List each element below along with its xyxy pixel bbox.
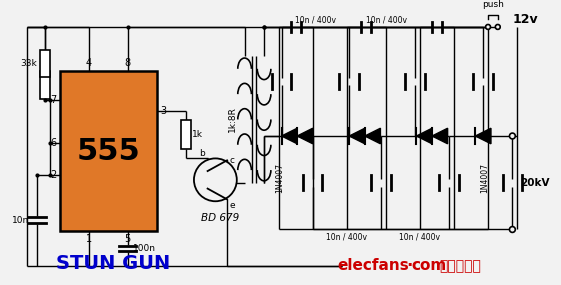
Circle shape — [495, 25, 500, 29]
Text: 6: 6 — [50, 138, 57, 148]
Circle shape — [509, 227, 516, 232]
Circle shape — [486, 25, 490, 29]
Text: 20kV: 20kV — [520, 178, 550, 188]
Bar — [40, 50, 50, 77]
Text: 10n / 400v: 10n / 400v — [295, 15, 335, 24]
Circle shape — [194, 158, 237, 201]
Text: 10n / 400v: 10n / 400v — [399, 232, 440, 241]
Text: ·: · — [406, 257, 412, 275]
Text: 555: 555 — [76, 137, 140, 166]
Text: elecfans: elecfans — [337, 258, 409, 273]
Bar — [181, 120, 191, 149]
Text: 4: 4 — [86, 58, 92, 68]
Bar — [40, 72, 50, 99]
Polygon shape — [416, 128, 432, 144]
Polygon shape — [365, 128, 380, 144]
Text: 5: 5 — [125, 234, 131, 244]
Text: c: c — [229, 156, 234, 165]
Text: 10n / 400v: 10n / 400v — [327, 232, 367, 241]
Text: 7: 7 — [50, 95, 57, 105]
Text: com: com — [411, 258, 447, 273]
Text: e: e — [229, 201, 234, 210]
Polygon shape — [282, 128, 297, 144]
Polygon shape — [297, 128, 312, 144]
Text: 100n: 100n — [132, 244, 155, 253]
Polygon shape — [432, 128, 448, 144]
Text: 3: 3 — [160, 106, 166, 116]
Text: 1k:8R: 1k:8R — [228, 107, 237, 133]
Text: 1: 1 — [86, 234, 92, 244]
Text: 8: 8 — [125, 58, 131, 68]
Text: 2: 2 — [50, 170, 57, 180]
Circle shape — [509, 133, 516, 139]
Text: 33k: 33k — [20, 59, 37, 68]
Text: 1k: 1k — [192, 130, 203, 139]
Text: BD 679: BD 679 — [201, 213, 240, 223]
Polygon shape — [350, 128, 365, 144]
Polygon shape — [475, 128, 491, 144]
Text: 1N4007: 1N4007 — [481, 163, 490, 193]
Text: 10n / 400v: 10n / 400v — [366, 15, 407, 24]
Text: 电子发烧友: 电子发烧友 — [439, 259, 481, 273]
Text: 12v: 12v — [512, 13, 538, 26]
Text: STUN GUN: STUN GUN — [56, 254, 170, 273]
Text: b: b — [199, 149, 205, 158]
FancyBboxPatch shape — [59, 71, 157, 231]
Text: push: push — [482, 0, 504, 9]
Text: 10n: 10n — [12, 216, 29, 225]
Text: 1N4007: 1N4007 — [275, 163, 284, 193]
